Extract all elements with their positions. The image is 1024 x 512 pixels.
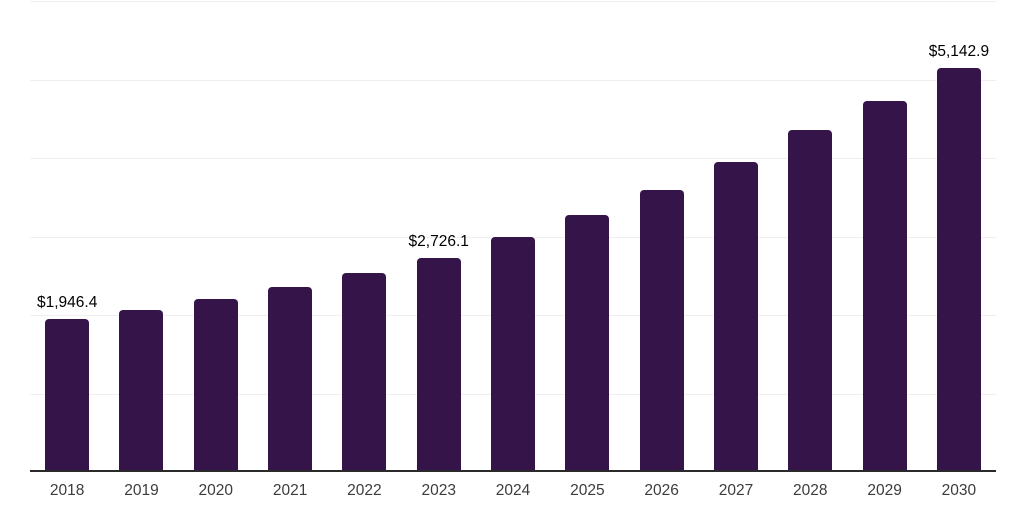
bar-2022[interactable] — [342, 272, 387, 472]
bar-2024[interactable] — [491, 237, 536, 472]
bar-slot-2025 — [550, 1, 624, 472]
x-tick-label-2019: 2019 — [124, 482, 159, 499]
bar-2019[interactable] — [119, 309, 164, 472]
x-tick-label-2026: 2026 — [644, 482, 679, 499]
x-tick-label-2030: 2030 — [941, 482, 977, 499]
gridline-6000 — [30, 1, 996, 2]
bar-slot-2023: $2,726.1 — [402, 1, 476, 472]
x-tick-label-2025: 2025 — [570, 482, 605, 499]
bar-2020[interactable] — [193, 299, 238, 472]
bar-slot-2018: $1,946.4 — [30, 1, 104, 472]
bar-slot-2027 — [699, 1, 773, 472]
gridline-5000 — [30, 79, 996, 81]
plot-area: $1,946.4 $2,726.1 $5,142.9 — [30, 1, 996, 472]
bar-slot-2021 — [253, 1, 327, 472]
bar-slot-2022 — [327, 1, 401, 472]
bar-slot-2030: $5,142.9 — [922, 1, 996, 472]
gridline-4000 — [30, 158, 996, 159]
x-tick-label-2028: 2028 — [793, 482, 828, 499]
bar-slot-2024 — [476, 1, 550, 472]
x-tick-label-2018: 2018 — [49, 482, 85, 499]
bar-2018[interactable] — [45, 319, 90, 472]
bar-2028[interactable] — [788, 130, 833, 472]
x-tick-label-2022: 2022 — [347, 482, 382, 499]
bars-row: $1,946.4 $2,726.1 $5,142.9 — [30, 1, 996, 472]
x-axis-line — [30, 470, 996, 472]
bar-2029[interactable] — [862, 101, 907, 472]
bar-slot-2020 — [179, 1, 253, 472]
bar-2030[interactable] — [936, 68, 981, 472]
x-tick-label-2023: 2023 — [421, 482, 456, 499]
bar-2021[interactable] — [268, 286, 313, 472]
bar-slot-2029 — [847, 1, 921, 472]
data-label-2018: $1,946.4 — [36, 294, 98, 312]
data-label-2030: $5,142.9 — [928, 43, 990, 61]
x-tick-label-2027: 2027 — [718, 482, 754, 499]
gridline-3000 — [30, 236, 996, 238]
bar-2027[interactable] — [713, 162, 758, 472]
bar-slot-2019 — [104, 1, 178, 472]
x-tick-label-2029: 2029 — [867, 482, 902, 499]
x-axis-labels: 2018 2019 2020 2021 2022 2023 2024 2025 2026 2027… — [30, 482, 996, 500]
bar-2025[interactable] — [565, 215, 610, 472]
bar-slot-2026 — [625, 1, 699, 472]
x-tick-label-2020: 2020 — [198, 482, 234, 499]
bar-slot-2028 — [773, 1, 847, 472]
x-tick-label-2021: 2021 — [272, 482, 308, 499]
bar-2023[interactable] — [416, 258, 461, 472]
data-label-2023: $2,726.1 — [408, 233, 469, 251]
bar-2026[interactable] — [639, 190, 684, 472]
x-tick-label-2024: 2024 — [495, 482, 531, 499]
